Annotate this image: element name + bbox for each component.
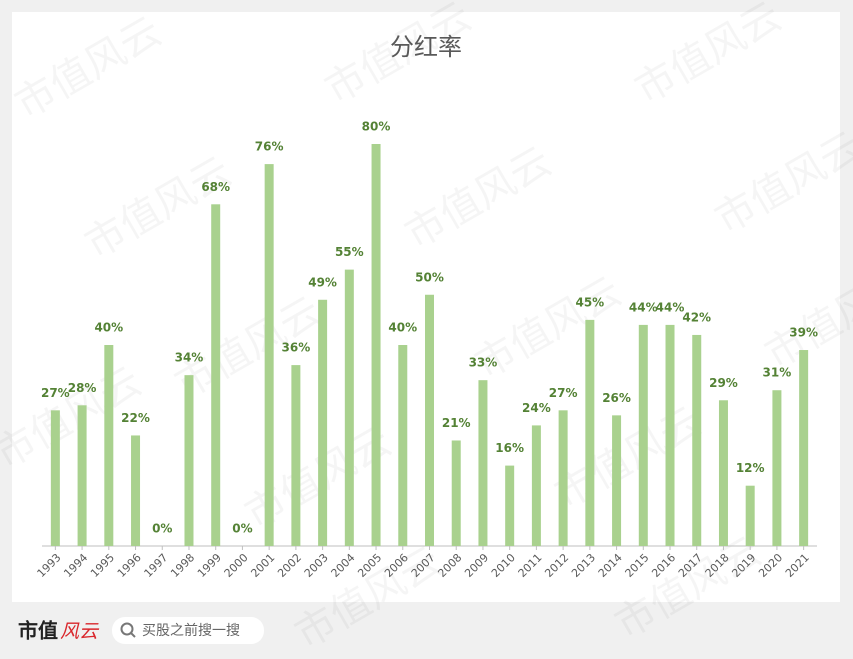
- data-label: 12%: [736, 461, 765, 475]
- bar: [505, 465, 515, 546]
- bar: [318, 299, 328, 546]
- bar: [104, 345, 114, 546]
- data-label: 21%: [442, 416, 471, 430]
- data-label: 44%: [656, 300, 685, 314]
- bar: [718, 400, 728, 546]
- search-icon-handle: [130, 632, 136, 638]
- bar: [398, 345, 408, 546]
- bar: [344, 269, 354, 546]
- bar: [50, 410, 60, 546]
- bar: [451, 440, 461, 546]
- data-label: 16%: [495, 441, 524, 455]
- data-label: 22%: [121, 411, 150, 425]
- bar: [291, 365, 301, 546]
- bar: [772, 390, 782, 546]
- bar: [638, 324, 648, 546]
- logo-main: 市值: [18, 619, 58, 643]
- data-label: 42%: [682, 310, 711, 324]
- data-label: 33%: [469, 356, 498, 370]
- data-label: 27%: [549, 386, 578, 400]
- data-label: 40%: [94, 321, 123, 335]
- data-label: 27%: [41, 386, 70, 400]
- bar: [692, 334, 702, 546]
- logo-accent: 风云: [60, 621, 100, 643]
- data-label: 44%: [629, 300, 658, 314]
- bar: [478, 380, 488, 546]
- bar: [612, 415, 622, 546]
- search-text: 买股之前搜一搜: [142, 622, 240, 639]
- data-label: 49%: [308, 275, 337, 289]
- data-label: 24%: [522, 401, 551, 415]
- bar: [184, 375, 194, 546]
- data-label: 28%: [68, 381, 97, 395]
- bar: [131, 435, 141, 546]
- data-label: 0%: [232, 522, 252, 536]
- bar: [264, 164, 274, 546]
- chart-title: 分红率: [390, 33, 462, 61]
- bar: [77, 405, 87, 546]
- data-label: 29%: [709, 376, 738, 390]
- data-label: 0%: [152, 522, 172, 536]
- bar: [425, 294, 434, 546]
- search-box[interactable]: [112, 617, 264, 644]
- bar: [665, 324, 675, 546]
- data-label: 76%: [255, 140, 284, 154]
- data-label: 45%: [575, 295, 604, 309]
- bar: [211, 204, 221, 547]
- data-label: 36%: [282, 341, 311, 355]
- data-label: 34%: [175, 351, 204, 365]
- bar: [531, 425, 541, 546]
- bar: [371, 144, 381, 546]
- data-label: 39%: [789, 326, 818, 340]
- data-label: 50%: [415, 270, 444, 284]
- data-label: 26%: [602, 391, 631, 405]
- search-icon: [120, 622, 134, 636]
- bar: [799, 350, 809, 546]
- data-label: 55%: [335, 245, 364, 259]
- data-label: 80%: [362, 120, 391, 134]
- bar: [745, 485, 755, 546]
- bar: [585, 319, 595, 546]
- bar: [558, 410, 568, 546]
- data-label: 68%: [201, 180, 230, 194]
- data-label: 40%: [388, 321, 417, 335]
- data-label: 31%: [763, 366, 792, 380]
